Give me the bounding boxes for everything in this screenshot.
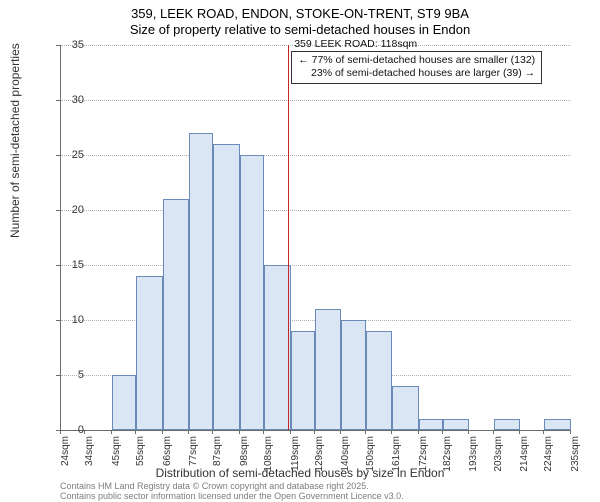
x-tick-mark bbox=[188, 430, 189, 434]
chart-container: 359, LEEK ROAD, ENDON, STOKE-ON-TRENT, S… bbox=[0, 0, 600, 500]
histogram-bar bbox=[163, 199, 190, 430]
x-tick-mark bbox=[391, 430, 392, 434]
histogram-bar bbox=[240, 155, 264, 430]
histogram-bar bbox=[494, 419, 521, 430]
histogram-bar bbox=[264, 265, 291, 430]
y-tick-mark bbox=[56, 265, 60, 266]
y-tick-label: 10 bbox=[72, 314, 84, 326]
title-line-1: 359, LEEK ROAD, ENDON, STOKE-ON-TRENT, S… bbox=[0, 6, 600, 22]
x-tick-mark bbox=[60, 430, 61, 434]
x-tick-mark bbox=[543, 430, 544, 434]
histogram-bar bbox=[392, 386, 419, 430]
y-tick-label: 20 bbox=[72, 204, 84, 216]
gridline-h bbox=[61, 265, 571, 266]
x-tick-mark bbox=[468, 430, 469, 434]
x-tick-mark bbox=[111, 430, 112, 434]
histogram-bar bbox=[366, 331, 393, 430]
histogram-bar bbox=[315, 309, 342, 430]
annotation-box: ← 77% of semi-detached houses are smalle… bbox=[291, 51, 542, 84]
gridline-h bbox=[61, 100, 571, 101]
y-tick-mark bbox=[56, 45, 60, 46]
x-tick-mark bbox=[418, 430, 419, 434]
y-tick-label: 5 bbox=[78, 369, 84, 381]
annotation-line: ← 77% of semi-detached houses are smalle… bbox=[298, 54, 535, 67]
annotation-line: 23% of semi-detached houses are larger (… bbox=[298, 67, 535, 80]
x-tick-mark bbox=[239, 430, 240, 434]
footer-attribution: Contains HM Land Registry data © Crown c… bbox=[60, 482, 404, 502]
reference-line bbox=[288, 45, 289, 430]
x-tick-mark bbox=[314, 430, 315, 434]
x-tick-mark bbox=[519, 430, 520, 434]
chart-title: 359, LEEK ROAD, ENDON, STOKE-ON-TRENT, S… bbox=[0, 0, 600, 37]
histogram-bar bbox=[189, 133, 213, 430]
histogram-bar bbox=[341, 320, 365, 430]
y-tick-mark bbox=[56, 210, 60, 211]
x-axis-label: Distribution of semi-detached houses by … bbox=[0, 466, 600, 480]
x-tick-mark bbox=[212, 430, 213, 434]
title-line-2: Size of property relative to semi-detach… bbox=[0, 22, 600, 38]
y-tick-label: 35 bbox=[72, 39, 84, 51]
histogram-bar bbox=[291, 331, 315, 430]
y-tick-label: 15 bbox=[72, 259, 84, 271]
x-tick-mark bbox=[493, 430, 494, 434]
x-tick-mark bbox=[340, 430, 341, 434]
x-tick-mark bbox=[570, 430, 571, 434]
y-tick-mark bbox=[56, 375, 60, 376]
histogram-bar bbox=[112, 375, 136, 430]
footer-line-2: Contains public sector information licen… bbox=[60, 492, 404, 502]
y-tick-label: 25 bbox=[72, 149, 84, 161]
histogram-bar bbox=[419, 419, 443, 430]
x-tick-mark bbox=[84, 430, 85, 434]
plot-area: ← 77% of semi-detached houses are smalle… bbox=[60, 45, 571, 431]
x-tick-mark bbox=[442, 430, 443, 434]
x-tick-mark bbox=[290, 430, 291, 434]
y-tick-label: 30 bbox=[72, 94, 84, 106]
x-tick-mark bbox=[135, 430, 136, 434]
x-tick-mark bbox=[365, 430, 366, 434]
gridline-h bbox=[61, 210, 571, 211]
histogram-bar bbox=[443, 419, 470, 430]
histogram-bar bbox=[544, 419, 571, 430]
y-tick-mark bbox=[56, 100, 60, 101]
histogram-bar bbox=[136, 276, 163, 430]
x-tick-mark bbox=[162, 430, 163, 434]
reference-label: 359 LEEK ROAD: 118sqm bbox=[294, 38, 417, 50]
y-axis-label: Number of semi-detached properties bbox=[8, 43, 22, 238]
gridline-h bbox=[61, 155, 571, 156]
histogram-bar bbox=[213, 144, 240, 430]
y-tick-mark bbox=[56, 320, 60, 321]
y-tick-label: 0 bbox=[78, 424, 84, 436]
y-tick-mark bbox=[56, 155, 60, 156]
x-tick-mark bbox=[263, 430, 264, 434]
